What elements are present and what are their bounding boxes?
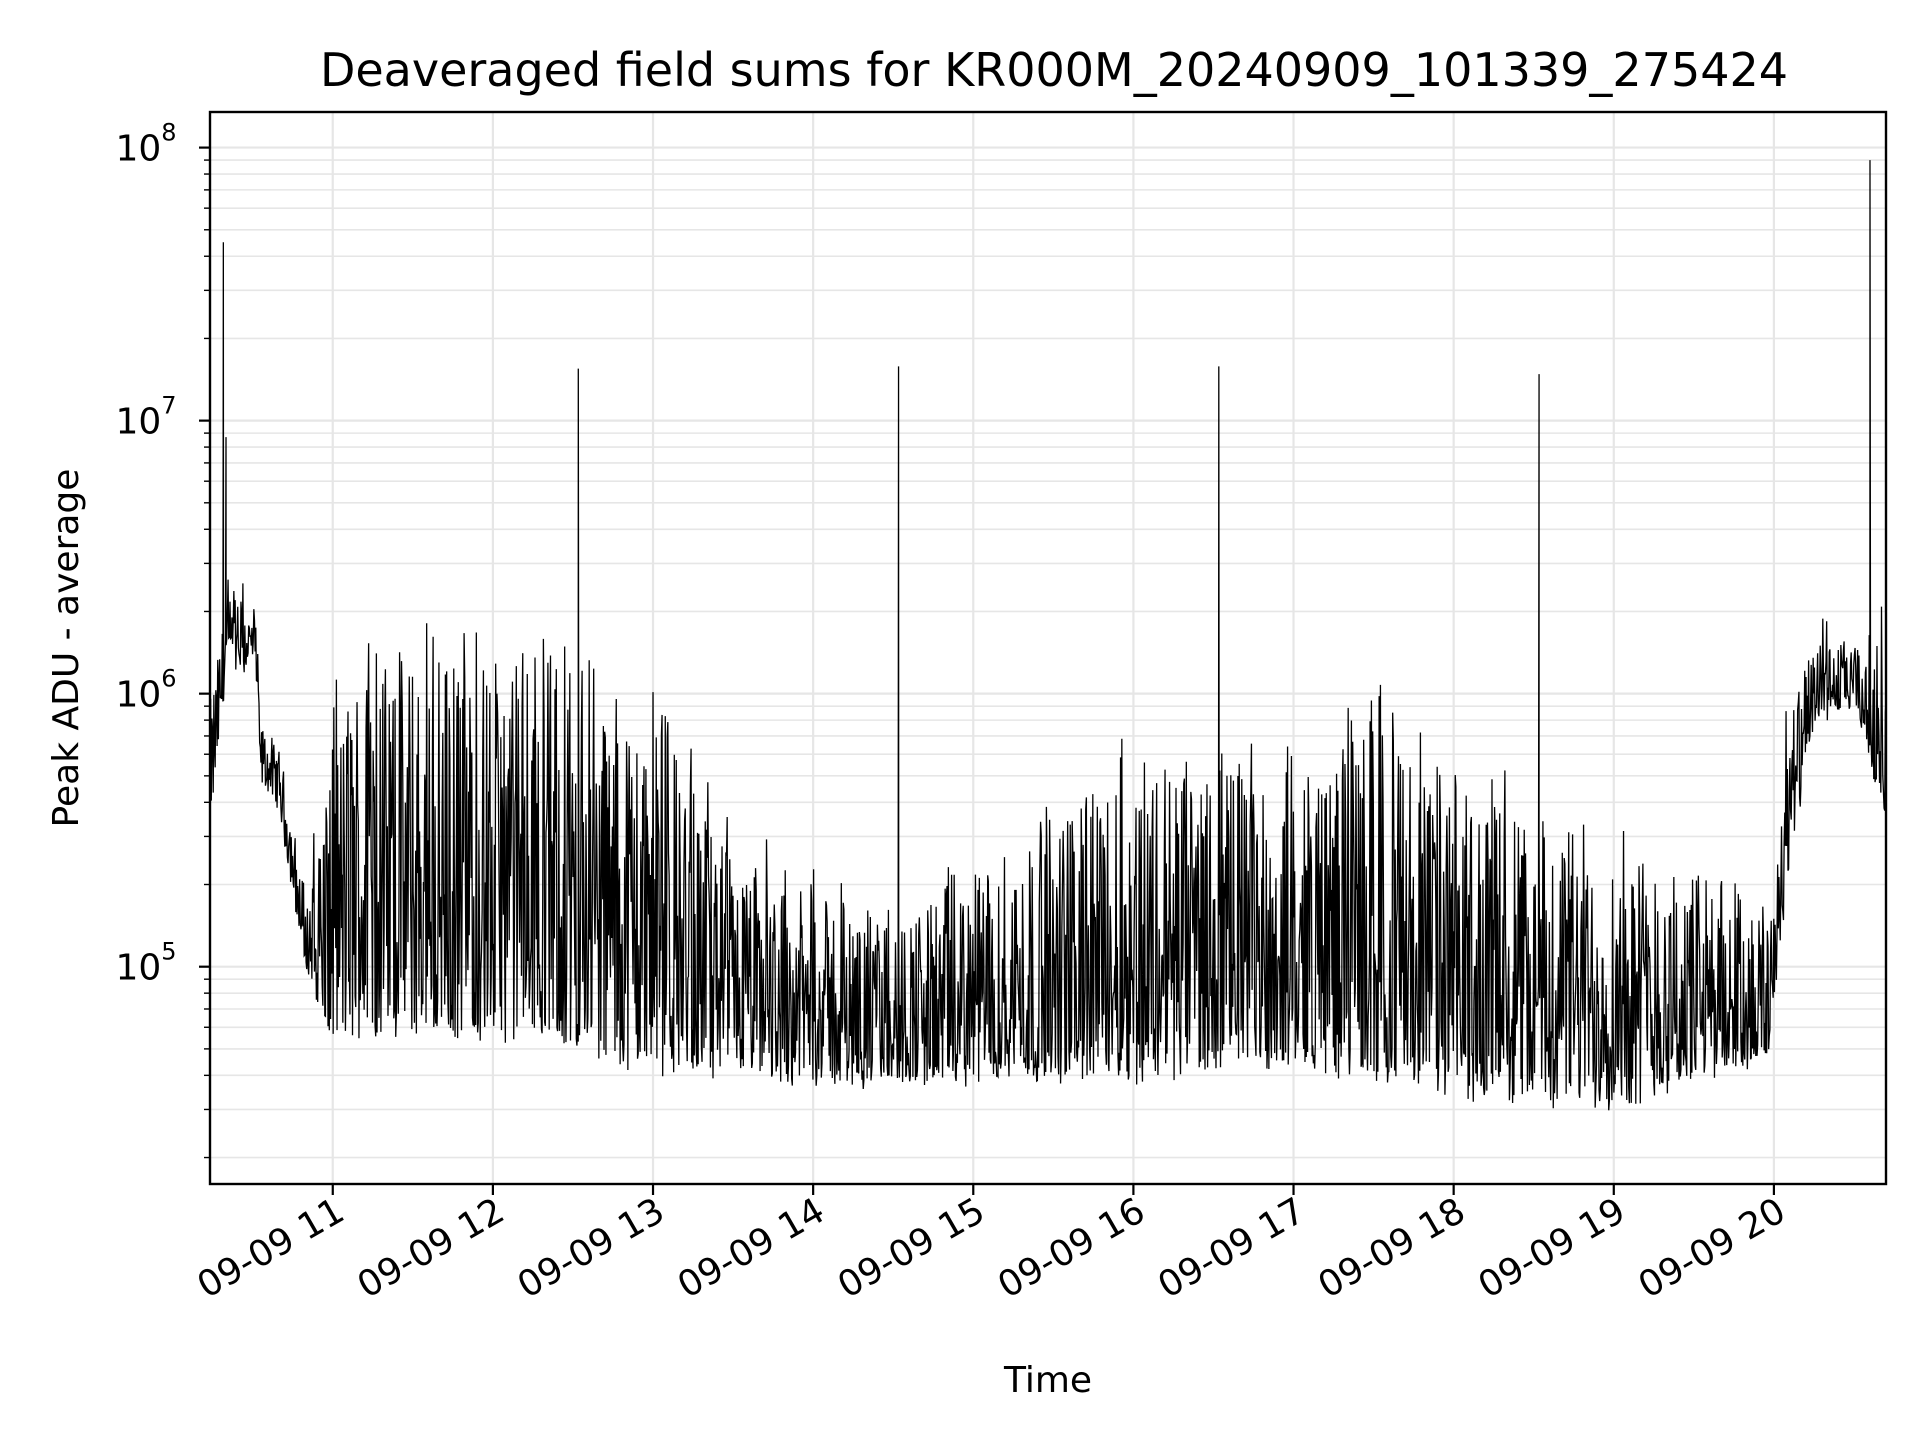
y-tick-label: 108 xyxy=(115,119,176,170)
y-axis: 105 106 107 108 xyxy=(115,119,210,1159)
series-line xyxy=(209,160,1887,1111)
plot-frame xyxy=(208,110,1888,1186)
y-tick-label: 106 xyxy=(115,665,176,716)
y-axis-label: Peak ADU - average xyxy=(46,469,87,828)
y-tick-label: 105 xyxy=(115,938,176,989)
chart-title: Deaveraged field sums for KR000M_2024090… xyxy=(320,43,1788,97)
y-tick-label: 107 xyxy=(115,392,176,443)
x-axis-label: Time xyxy=(1003,1360,1092,1401)
series-layer xyxy=(209,160,1887,1111)
